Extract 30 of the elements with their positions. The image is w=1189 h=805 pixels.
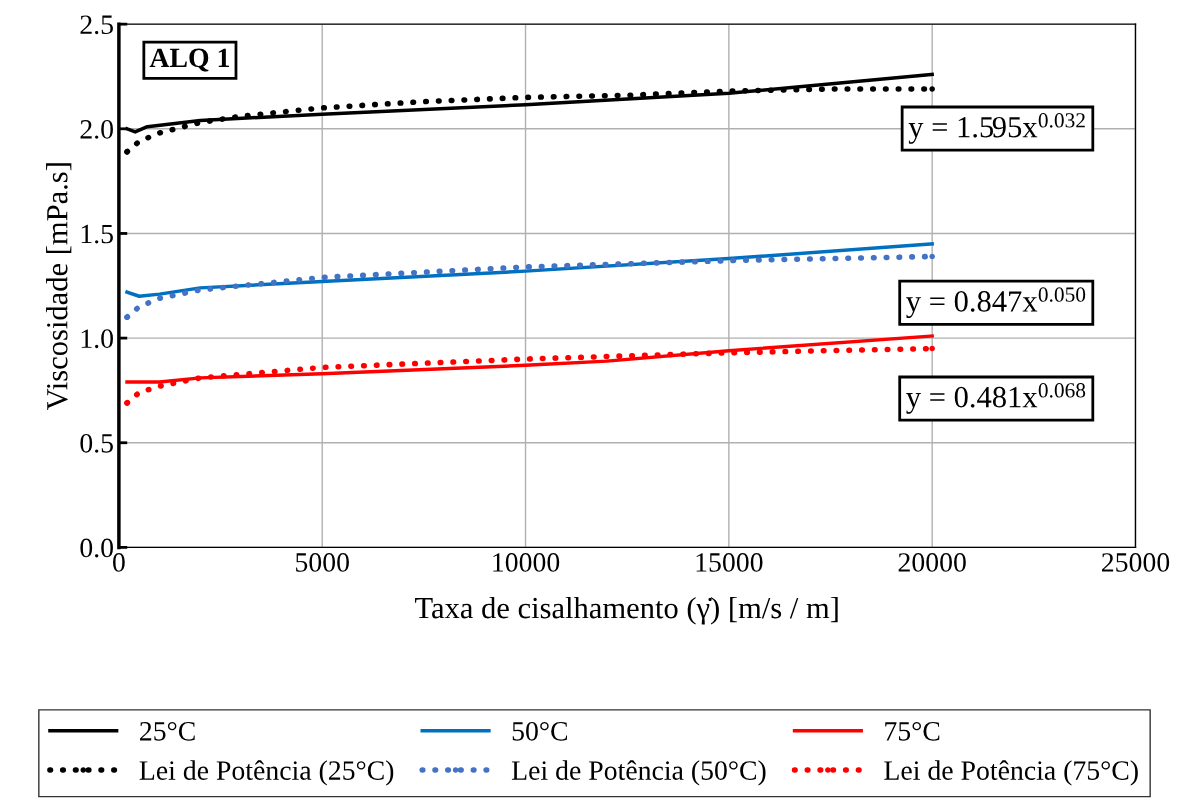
annotation: y = 1.595x$^{0.032}$ [908,113,1085,144]
point [124,314,130,320]
x-tick-label: 10000 [493,553,560,572]
y-tick-label: 2.0 [80,119,113,139]
legend-label: Lei de Potência (75°C) [884,760,1138,786]
annotation: y = 0.481x$^{0.068}$ [906,383,1086,414]
point [929,86,935,92]
y-tick-label: 1.0 [81,329,113,349]
point [124,400,130,406]
point [929,253,935,260]
legend-label: Lei de Potência (50°C) [511,760,766,786]
y-tick-label: 1.5 [81,224,113,244]
point [124,149,130,155]
legend-label: 50°C [512,721,568,741]
legend-label: Lei de Potência (25°C) [139,760,394,786]
x-tick-label: 5000 [296,553,349,572]
y-tick-label: 0.0 [80,538,113,558]
annotation: ALQ 1 [149,48,229,72]
x-axis-title: Taxa de cisalhamento (γ̇) [m/s / m] [415,596,838,625]
y-tick-label: 2.5 [80,15,113,35]
point [929,345,935,352]
x-tick-label: 25000 [1101,553,1170,572]
legend-label: 25°C [140,721,195,741]
legend-label: 75°C [885,721,940,741]
x-tick-label: 15000 [696,553,763,572]
x-tick-label: 0 [113,553,125,572]
y-tick-label: 0.5 [80,433,113,453]
annotation: y = 0.847x$^{0.050}$ [906,287,1086,318]
x-tick-label: 20000 [898,553,966,572]
y-axis-title: Viscosidade [mPa.s] [46,163,72,411]
